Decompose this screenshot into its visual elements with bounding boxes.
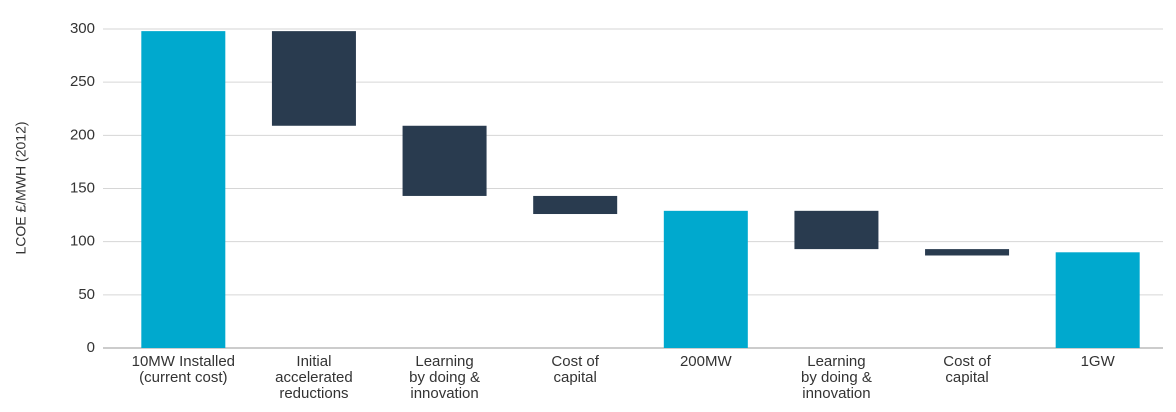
y-tick-label: 0 [87, 339, 95, 356]
y-axis-label: LCOE £/MWH (2012) [13, 121, 29, 254]
y-tick-label: 100 [70, 233, 95, 250]
x-tick-label: 1GW [1081, 353, 1116, 370]
x-tick-label: accelerated [275, 369, 353, 386]
y-tick-label: 150 [70, 179, 95, 196]
x-tick-label: by doing & [409, 369, 480, 386]
y-tick-label: 200 [70, 126, 95, 143]
bar [1055, 252, 1140, 348]
x-tick-label: innovation [410, 385, 478, 402]
bar [794, 210, 879, 250]
x-tick-label: innovation [802, 385, 870, 402]
x-tick-label: by doing & [801, 369, 872, 386]
x-tick-label: capital [945, 369, 988, 386]
x-tick-label: Learning [807, 353, 865, 370]
bar [663, 210, 748, 348]
bar [141, 31, 226, 348]
bar [925, 249, 1010, 256]
x-tick-label: Initial [296, 353, 331, 370]
x-tick-label: Learning [415, 353, 473, 370]
x-tick-label: 10MW Installed [132, 353, 235, 370]
bar [533, 195, 618, 215]
bar [402, 125, 487, 196]
bar [271, 31, 356, 126]
x-tick-label: 200MW [680, 353, 733, 370]
x-tick-label: reductions [279, 385, 348, 402]
y-tick-label: 50 [78, 286, 95, 303]
x-tick-label: Cost of [943, 353, 991, 370]
y-tick-label: 300 [70, 20, 95, 37]
x-tick-label: (current cost) [139, 369, 227, 386]
x-tick-label: Cost of [551, 353, 599, 370]
x-tick-label: capital [554, 369, 597, 386]
y-tick-label: 250 [70, 73, 95, 90]
